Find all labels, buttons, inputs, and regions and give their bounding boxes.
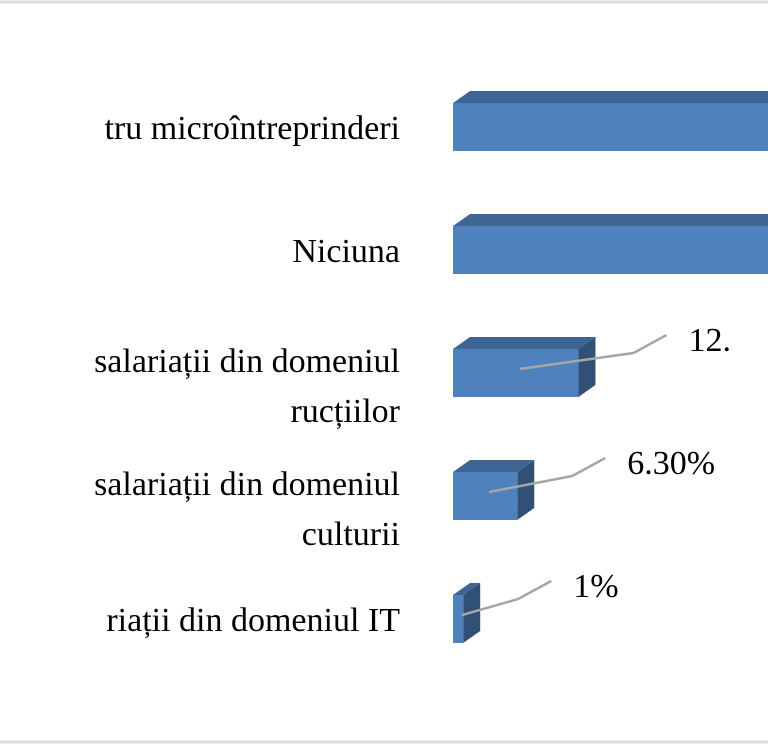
bar — [453, 460, 535, 520]
bar-side — [578, 337, 596, 397]
category-label: riații din domeniul IT — [106, 602, 400, 639]
bar-front — [453, 103, 768, 151]
bar — [453, 214, 768, 274]
leader-line — [488, 456, 606, 494]
leader-line — [519, 333, 668, 371]
bar-front — [453, 226, 768, 274]
bar-top — [453, 91, 768, 103]
leader-line — [461, 579, 552, 617]
value-label: 6.30% — [627, 445, 715, 482]
bar-front — [453, 472, 518, 520]
bar — [453, 337, 596, 397]
value-label: 1% — [573, 568, 618, 605]
bar-top — [453, 460, 535, 472]
bar-top — [453, 583, 481, 595]
category-label: salariații din domeniul rucțiilor — [94, 343, 401, 430]
category-label: Niciuna — [292, 233, 400, 270]
bar-top — [453, 337, 596, 349]
category-label: tru microîntreprinderi — [104, 110, 400, 147]
bar-front — [453, 349, 579, 397]
category-label: salariații din domeniul culturii — [94, 466, 400, 553]
bar-front — [453, 595, 464, 643]
bar — [453, 91, 768, 151]
value-label: 12. — [688, 322, 731, 359]
bar-side — [517, 460, 535, 520]
bar-top — [453, 214, 768, 226]
